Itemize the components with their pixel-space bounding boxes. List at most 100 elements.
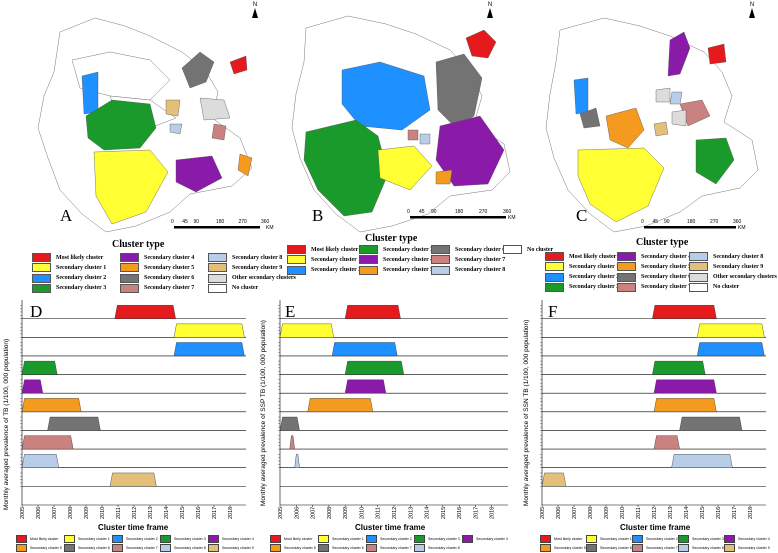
chart-legend-swatch (112, 535, 123, 543)
x-tick-label: 2011 (116, 507, 122, 519)
chart-legend-swatch (678, 535, 689, 543)
chart-legend-swatch (208, 535, 219, 543)
chart-legend-label: Secondary cluster 9 (222, 546, 254, 550)
x-tick-label: 2017 (212, 507, 218, 519)
chart-letter-e: E (285, 302, 296, 321)
legend-label: Secondary cluster 7 (144, 285, 195, 292)
x-tick-label: 2005 (278, 507, 284, 519)
panel-letter-a: A (60, 206, 73, 225)
chart-legend-label: Secondary cluster 2 (646, 537, 678, 541)
chart-legend-label: Secondary cluster 4 (222, 537, 254, 541)
legend-swatch (617, 262, 636, 272)
scale-tick-label: 360 (733, 219, 742, 225)
chart-legend-label: Secondary cluster 3 (174, 537, 206, 541)
cluster-band (21, 454, 60, 468)
scale-tick-label: 360 (261, 219, 270, 225)
x-axis-label-d: Cluster time frame (98, 523, 169, 532)
legend-swatch (545, 252, 564, 261)
legend-label: Secondary cluster 9 (713, 263, 764, 270)
legend-item: Secondary cluster 9 (208, 263, 282, 273)
chart-legend-item: Most likely cluster (270, 535, 312, 543)
map-b (291, 15, 511, 233)
chart-legend-item: Secondary cluster 5 (540, 544, 586, 552)
legend-label: Secondary cluster 5 (641, 263, 692, 270)
y-axis-label-f: Monthly averaged prevalence of SSN TB (1… (523, 319, 530, 506)
legend-item: Secondary cluster 7 (431, 255, 505, 265)
chart-legend-item: Secondary cluster 6 (64, 544, 110, 552)
cluster-band (307, 398, 374, 413)
chart-legend-item: Secondary cluster 2 (112, 535, 158, 543)
x-tick-label: 2007 (311, 507, 317, 519)
legend-label: Secondary cluster 1 (56, 264, 107, 271)
x-tick-label: 2012 (392, 507, 398, 519)
x-tick-label: 2007 (572, 507, 578, 519)
chart-legend-swatch (586, 535, 597, 543)
legend-item: Secondary cluster 7 (617, 282, 691, 292)
legend-item: Secondary cluster 3 (32, 283, 107, 293)
chart-legend-label: Secondary cluster 6 (332, 546, 364, 550)
chart-legend-item: Secondary cluster 8 (414, 544, 460, 552)
chart-legend-swatch (632, 544, 643, 552)
chart-legend-swatch (540, 535, 551, 543)
legend-item: Most likely cluster (287, 245, 358, 254)
chart-legend-item: Secondary cluster 7 (112, 544, 158, 552)
x-tick-label: 2011 (636, 507, 642, 519)
x-tick-label: 2018 (228, 507, 234, 519)
x-tick-label: 2011 (376, 507, 382, 519)
legend-item: No cluster (503, 245, 553, 254)
legend-swatch (545, 272, 564, 282)
x-tick-label: 2010 (620, 507, 626, 519)
chart-e: 2005 2006 2007 2008 2009 2010 2011 2012 2013 2014… (278, 300, 508, 519)
legend-label: Secondary cluster 3 (56, 285, 107, 292)
x-tick-label: 2010 (359, 507, 365, 519)
legend-label: Most likely cluster (311, 246, 359, 253)
legend-swatch (431, 255, 450, 265)
x-tick-label: 2016 (196, 507, 202, 519)
scale-tick-label: 90 (664, 219, 670, 225)
x-tick-label: 2012 (652, 507, 658, 519)
legend-item: Secondary cluster 6 (431, 245, 505, 254)
legend-swatch (359, 265, 378, 275)
cluster-band (109, 472, 157, 487)
scale-tick-label: 180 (455, 209, 464, 215)
legend-item: Secondary cluster 9 (689, 262, 764, 272)
cluster-band (679, 416, 743, 431)
legend-item: No cluster (689, 282, 739, 292)
cluster-band (21, 435, 74, 450)
chart-legend-label: Secondary cluster 7 (380, 546, 412, 550)
legend-label: Secondary cluster 6 (455, 246, 506, 253)
legend-label: Secondary cluster 4 (383, 256, 434, 263)
chart-legend-label: Secondary cluster 4 (738, 537, 770, 541)
cluster-band (653, 379, 717, 394)
x-axis-label-e: Cluster time frame (355, 523, 426, 532)
cluster-band (653, 435, 680, 450)
chart-legend-item: Secondary cluster 8 (678, 544, 724, 552)
chart-legend-swatch (586, 544, 597, 552)
cluster-band (21, 379, 44, 394)
cluster-band (114, 305, 176, 319)
scale-tick-label: 45 (419, 209, 425, 215)
chart-legend-item: Secondary cluster 7 (366, 544, 412, 552)
x-tick-label: 2006 (36, 507, 42, 519)
chart-legend-label: Secondary cluster 1 (600, 537, 632, 541)
x-tick-label: 2009 (343, 507, 349, 519)
legend-label: Secondary cluster 2 (569, 274, 620, 281)
x-tick-label: 2009 (84, 507, 90, 519)
chart-legend-label: Secondary cluster 9 (738, 546, 770, 550)
chart-legend-swatch (318, 544, 329, 552)
legend-swatch (120, 283, 139, 293)
legend-item: Secondary cluster 5 (120, 263, 194, 273)
legend-swatch (359, 245, 378, 254)
scale-tick-label: 180 (687, 219, 696, 225)
x-tick-label: 2018 (748, 507, 754, 519)
north-label: N (487, 2, 493, 8)
chart-legend-swatch (414, 535, 425, 543)
scale-tick-label: 360 (503, 209, 512, 215)
x-tick-label: 2008 (68, 507, 74, 519)
chart-legend-item: Secondary cluster 4 (208, 535, 254, 543)
chart-legend-swatch (208, 544, 219, 552)
chart-legend-label: Most likely cluster (284, 537, 313, 541)
legend-swatch (689, 252, 708, 261)
chart-legend-label: Secondary cluster 8 (174, 546, 206, 550)
legend-item: Secondary cluster 4 (120, 253, 194, 262)
